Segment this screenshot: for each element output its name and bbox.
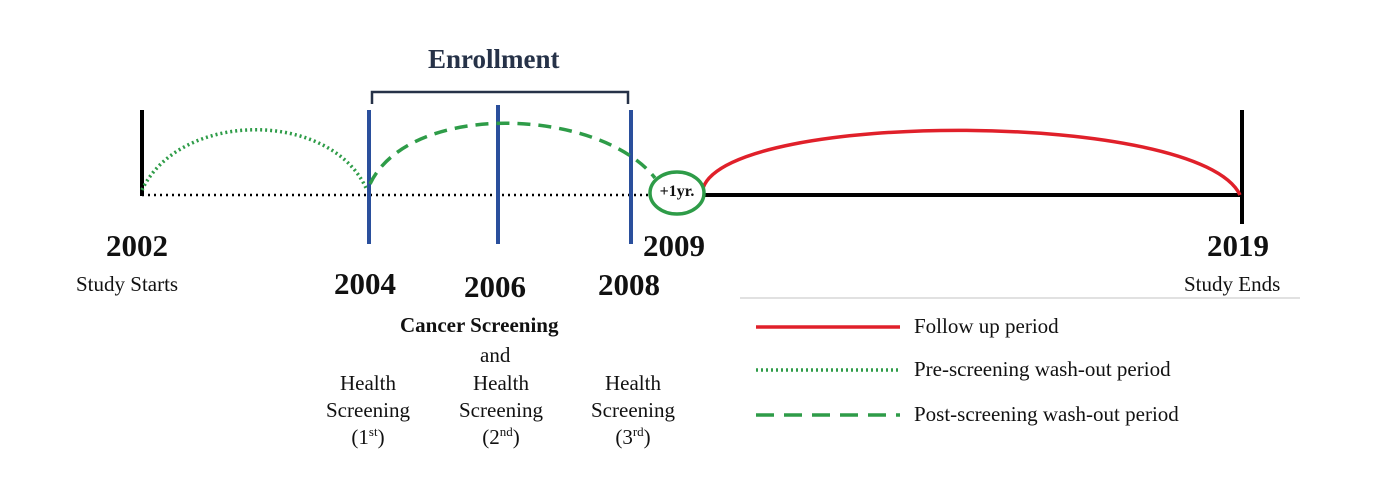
year-screening-2: 2006 (464, 269, 526, 304)
year-start: 2002 (106, 228, 168, 263)
cancer-screening-label: Cancer Screening (400, 313, 559, 337)
gap-label: +1yr. (659, 183, 695, 200)
health-screening-2: Health Screening (2nd) (459, 371, 543, 449)
follow-up-arc (701, 128, 1242, 196)
legend-label-follow-up: Follow up period (914, 314, 1059, 338)
year-screening-1: 2004 (334, 266, 396, 301)
enrollment-title: Enrollment (428, 44, 560, 74)
enrollment-bracket (370, 90, 630, 104)
year-screening-3: 2008 (598, 267, 660, 302)
year-end: 2019 (1207, 228, 1269, 263)
health-screening-3: Health Screening (3rd) (591, 371, 675, 449)
study-start-caption: Study Starts (76, 272, 179, 296)
cancer-screening-and: and (480, 343, 511, 367)
study-end-caption: Study Ends (1184, 272, 1281, 296)
legend-label-post-screening: Post-screening wash-out period (914, 402, 1179, 426)
year-followup-start: 2009 (643, 228, 705, 263)
gap-circle (648, 170, 706, 216)
pre-screening-arc (140, 128, 368, 191)
health-screening-1: Health Screening (1st) (326, 371, 410, 449)
legend-label-pre-screening: Pre-screening wash-out period (914, 357, 1171, 381)
post-screening-arc (368, 121, 657, 185)
